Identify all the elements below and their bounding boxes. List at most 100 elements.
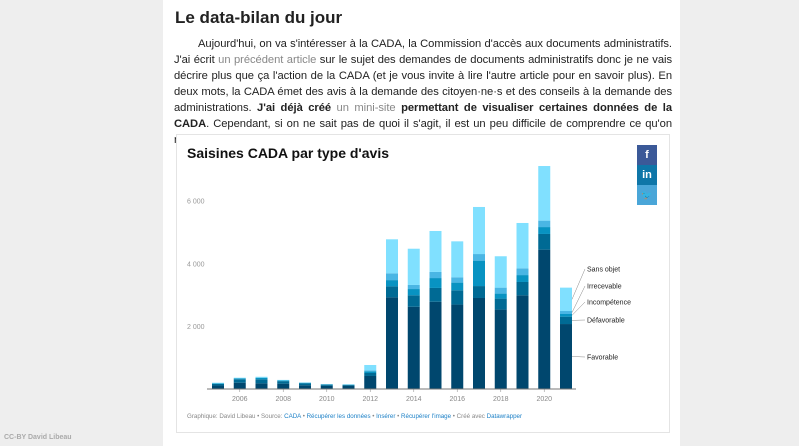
series-label: Sans objet	[587, 267, 620, 274]
bar-segment-incompétence	[429, 278, 442, 288]
bar-segment-défavorable	[386, 286, 398, 298]
chart-footer: Graphique: David Libeau • Source: CADA •…	[187, 413, 522, 421]
x-tick-label: 2018	[493, 396, 509, 403]
bar-segment-sans-objet	[277, 379, 290, 381]
bar-segment-défavorable	[342, 384, 355, 386]
series-label: Irrecevable	[587, 284, 622, 291]
bar-segment-favorable	[429, 301, 442, 389]
bar-segment-sans-objet	[560, 287, 572, 312]
bar-segment-favorable	[407, 306, 420, 389]
y-tick-label: 6 000	[187, 199, 205, 206]
bar-segment-irrecevable	[364, 370, 377, 372]
bar-segment-défavorable	[516, 281, 529, 296]
y-tick-label: 2 000	[187, 324, 205, 331]
x-tick-label: 2012	[362, 396, 378, 403]
x-tick-label: 2008	[275, 396, 291, 403]
bar-segment-irrecevable	[538, 220, 551, 228]
bar-segment-sans-objet	[451, 241, 464, 278]
bar-segment-défavorable	[494, 298, 507, 310]
bar-segment-sans-objet	[473, 206, 485, 255]
label-leader	[571, 268, 586, 300]
bar-segment-irrecevable	[429, 271, 442, 279]
bar-segment-défavorable	[277, 381, 290, 384]
label-leader	[571, 285, 586, 313]
bar-segment-incompétence	[407, 289, 420, 296]
bar-segment-défavorable	[429, 287, 442, 302]
bar-segment-défavorable	[255, 379, 268, 384]
chart-title: Saisines CADA par type d'avis	[187, 145, 389, 161]
text: • Créé avec	[451, 413, 487, 420]
text: •	[370, 413, 377, 420]
bar-segment-sans-objet	[255, 376, 268, 378]
bar-segment-favorable	[516, 295, 529, 389]
bar-segment-favorable	[299, 385, 311, 389]
facebook-share-button[interactable]: f	[637, 145, 657, 165]
bar-segment-sans-objet	[516, 222, 529, 269]
bar-segment-défavorable	[212, 383, 224, 386]
bar-segment-irrecevable	[386, 273, 398, 281]
bar-segment-sans-objet	[494, 256, 507, 288]
bar-segment-favorable	[473, 297, 485, 389]
section-heading: Le data-bilan du jour	[175, 8, 343, 27]
bar-segment-incompétence	[560, 313, 572, 317]
bar-segment-incompétence	[473, 260, 485, 287]
bar-segment-incompétence	[516, 275, 529, 282]
share-buttons: f in 🐦	[637, 145, 657, 205]
embed-link[interactable]: Insérer	[376, 413, 396, 420]
bar-segment-sans-objet	[407, 248, 420, 285]
bar-segment-incompétence	[494, 293, 507, 299]
bar-segment-irrecevable	[407, 284, 420, 290]
bar-segment-sans-objet	[538, 166, 551, 221]
bar-segment-sans-objet	[233, 377, 246, 379]
bar-segment-incompétence	[364, 371, 377, 373]
bar-segment-favorable	[364, 375, 377, 389]
text: permettant de visualiser certaines donné…	[174, 102, 672, 130]
bar-segment-favorable	[277, 383, 290, 389]
bar-segment-favorable	[451, 304, 464, 389]
text: •	[300, 413, 307, 420]
bar-segment-favorable	[494, 309, 507, 389]
bar-segment-favorable	[255, 383, 268, 389]
bar-segment-défavorable	[407, 295, 420, 307]
download-data-link[interactable]: Récupérer les données	[306, 413, 371, 420]
bar-segment-irrecevable	[494, 287, 507, 294]
download-image-link[interactable]: Récupérer l'image	[401, 413, 452, 420]
bar-segment-incompétence	[212, 383, 224, 384]
bar-segment-favorable	[386, 297, 398, 389]
bar-segment-favorable	[320, 385, 333, 389]
bar-segment-défavorable	[538, 233, 551, 250]
intro-paragraph: Aujourd'hui, on va s'intéresser à la CAD…	[174, 36, 672, 146]
bar-segment-favorable	[212, 385, 224, 389]
bar-segment-favorable	[560, 324, 572, 389]
series-label: Favorable	[587, 355, 618, 362]
text: sur le sujet des demandes de documents a…	[174, 54, 672, 114]
x-tick-label: 2020	[536, 396, 552, 403]
bar-segment-favorable	[538, 249, 551, 389]
bar-segment-sans-objet	[212, 382, 224, 384]
bar-segment-sans-objet	[364, 364, 377, 371]
label-leader	[571, 301, 586, 316]
datawrapper-link[interactable]: Datawrapper	[486, 413, 523, 420]
previous-article-link[interactable]: un précédent article	[218, 54, 317, 66]
bar-segment-incompétence	[277, 380, 290, 382]
bar-segment-incompétence	[233, 378, 246, 380]
bar-segment-irrecevable	[516, 268, 529, 276]
text: •	[395, 413, 402, 420]
bar-segment-irrecevable	[451, 277, 464, 283]
bar-segment-favorable	[233, 382, 246, 389]
bar-segment-irrecevable	[560, 311, 572, 314]
bar-segment-défavorable	[473, 286, 485, 298]
bar-segment-favorable	[342, 385, 355, 389]
linkedin-share-button[interactable]: in	[637, 165, 657, 185]
x-tick-label: 2016	[449, 396, 465, 403]
bar-segment-sans-objet	[386, 239, 398, 274]
twitter-share-button[interactable]: 🐦	[637, 185, 657, 205]
bar-segment-défavorable	[320, 384, 333, 386]
source-link[interactable]: CADA	[284, 413, 301, 420]
text: Graphique: David Libeau • Source:	[187, 413, 285, 420]
x-tick-label: 2010	[319, 396, 335, 403]
series-label: Incompétence	[587, 300, 631, 307]
mini-site-link[interactable]: un mini-site	[331, 102, 396, 114]
bar-segment-sans-objet	[429, 230, 442, 272]
